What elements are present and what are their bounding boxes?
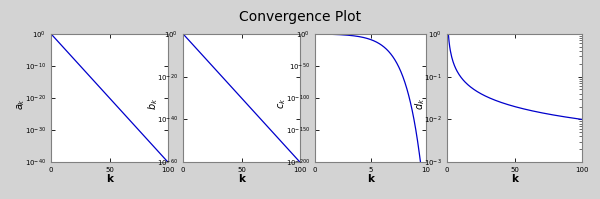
X-axis label: k: k xyxy=(367,175,374,184)
X-axis label: k: k xyxy=(238,175,245,184)
X-axis label: k: k xyxy=(511,175,518,184)
Y-axis label: $c_k$: $c_k$ xyxy=(276,98,288,109)
Y-axis label: $b_k$: $b_k$ xyxy=(146,98,160,110)
Y-axis label: $d_k$: $d_k$ xyxy=(413,98,427,110)
X-axis label: k: k xyxy=(106,175,113,184)
Text: Convergence Plot: Convergence Plot xyxy=(239,10,361,24)
Y-axis label: $a_k$: $a_k$ xyxy=(15,98,27,110)
